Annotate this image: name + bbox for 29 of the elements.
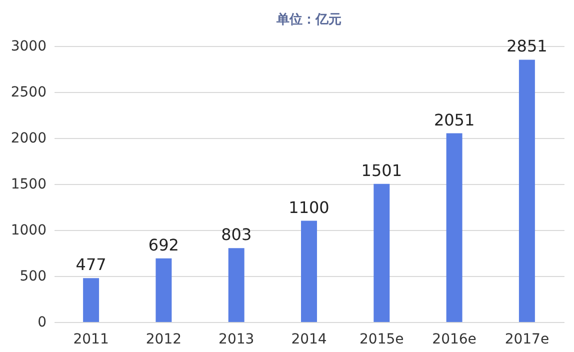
x-tick-label: 2012 [146, 332, 182, 348]
y-tick-label: 2000 [10, 130, 46, 146]
y-tick-label: 500 [20, 268, 46, 284]
data-label: 477 [76, 255, 106, 274]
data-label: 803 [221, 225, 252, 244]
bar [228, 248, 244, 322]
bar [374, 184, 390, 322]
data-label: 692 [148, 235, 179, 254]
y-tick-label: 3000 [10, 38, 46, 54]
x-tick-label: 2015e [360, 332, 404, 348]
bar [83, 278, 100, 322]
bar [156, 258, 172, 322]
data-label: 2851 [506, 36, 548, 56]
x-tick-label: 2013 [218, 332, 254, 348]
x-tick-label: 2011 [73, 332, 109, 348]
y-tick-label: 1000 [10, 222, 46, 238]
data-label: 1501 [361, 160, 402, 180]
data-label: 2051 [434, 110, 475, 130]
bar [446, 133, 462, 322]
x-tick-label: 2017e [504, 332, 550, 348]
y-tick-label: 2500 [10, 84, 46, 100]
bar [518, 60, 535, 322]
x-tick-label: 2016e [432, 332, 476, 348]
bar [301, 220, 317, 322]
x-tick-label: 2014 [291, 332, 327, 348]
chart-title: 单位：亿元 [276, 12, 342, 28]
data-label: 1100 [288, 198, 330, 217]
y-tick-label: 0 [38, 314, 46, 330]
y-tick-label: 1500 [10, 176, 46, 192]
